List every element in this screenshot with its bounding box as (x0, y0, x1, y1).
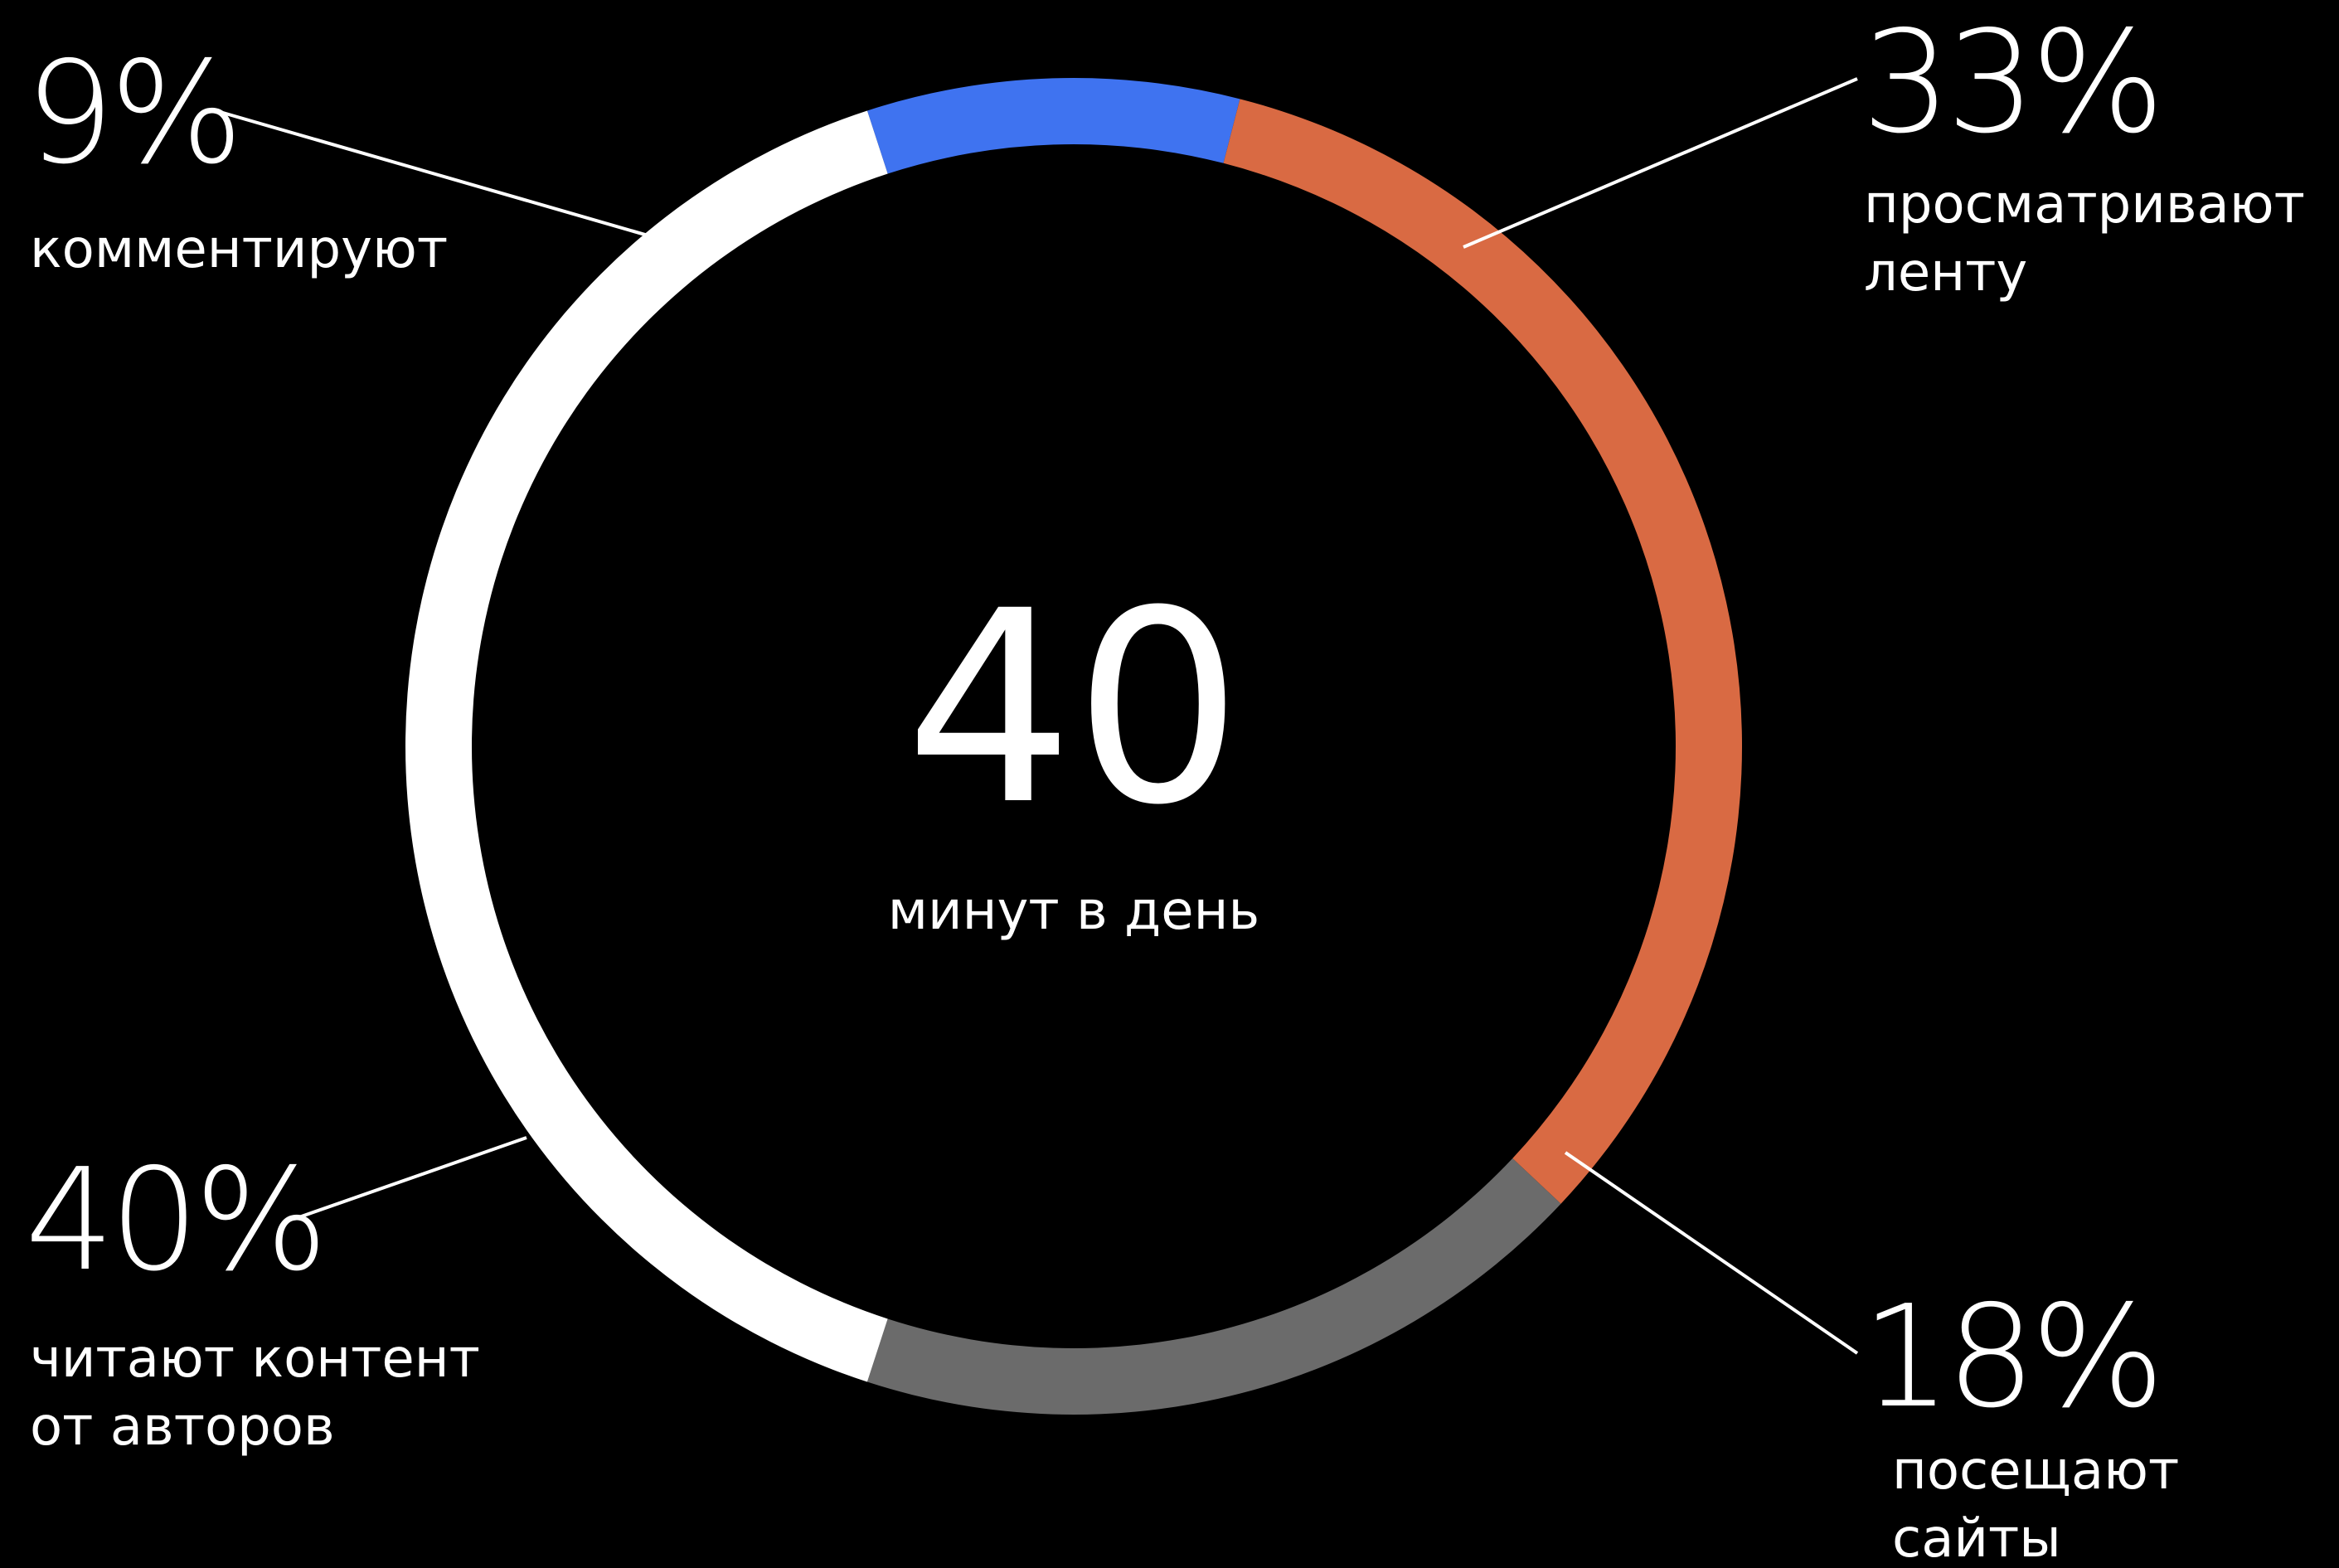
center-label: минут в день (888, 881, 1259, 942)
slice-label-sites-line-2: сайты (1892, 1508, 2061, 1568)
leader-line-sites (1564, 1151, 1859, 1355)
center-value: 40 (905, 555, 1242, 863)
slice-percent-feed: 33% (1861, 1, 2160, 165)
slice-percent-comment: 9% (25, 32, 239, 196)
leader-line-comment (211, 108, 689, 249)
slice-label-sites: 18% посещают сайты (1861, 1275, 2179, 1568)
slice-feed (1223, 99, 1742, 1204)
slice-label-feed-line-1: просматривают (1864, 174, 2305, 235)
leader-line-feed (1463, 77, 1858, 249)
slice-label-feed: 33% просматривают ленту (1861, 1, 2305, 303)
leader-lines (211, 77, 1859, 1355)
slice-label-comment-line-1: комментируют (30, 219, 448, 280)
slice-sites (866, 1158, 1561, 1415)
slice-label-authors-line-2: от авторов (30, 1396, 335, 1458)
slice-comment (866, 77, 1240, 174)
slice-percent-authors: 40% (25, 1138, 323, 1303)
slice-label-comment: 9% комментируют (25, 32, 448, 280)
donut-ring (405, 77, 1742, 1415)
leader-line-authors (294, 1136, 527, 1221)
slice-authors (405, 110, 888, 1382)
slice-label-authors: 40% читают контент от авторов (25, 1138, 480, 1458)
slice-percent-sites: 18% (1861, 1275, 2160, 1439)
slice-label-sites-line-1: посещают (1892, 1440, 2179, 1502)
slice-label-authors-line-1: читают контент (30, 1328, 480, 1390)
slice-label-feed-line-2: ленту (1864, 242, 2027, 303)
